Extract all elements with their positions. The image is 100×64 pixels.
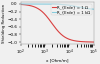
Y-axis label: Shielding Reduction: Shielding Reduction [2,4,6,43]
Legend: R_{Erde} = 1 Ω, R_{Erde} = 1 kΩ: R_{Erde} = 1 Ω, R_{Erde} = 1 kΩ [51,4,92,15]
R_{Erde} = 1 Ω [50,20,51,21]
Line: R_{Erde} = 1 Ω: R_{Erde} = 1 Ω [21,4,94,42]
R_{Erde} = 1 kΩ [70,5,71,6]
R_{Erde} = 1 kΩ [77,6,78,7]
R_{Erde} = 1 Ω [28,5,29,6]
R_{Erde} = 1 kΩ [52,4,53,5]
R_{Erde} = 1 Ω [52,24,53,25]
R_{Erde} = 1 kΩ [93,9,94,10]
R_{Erde} = 1 Ω [70,39,71,40]
R_{Erde} = 1 Ω [77,41,78,42]
Line: R_{Erde} = 1 kΩ: R_{Erde} = 1 kΩ [21,4,94,9]
R_{Erde} = 1 Ω [78,41,79,42]
R_{Erde} = 1 Ω [20,4,21,5]
X-axis label: x [Ohm/m]: x [Ohm/m] [46,58,68,62]
